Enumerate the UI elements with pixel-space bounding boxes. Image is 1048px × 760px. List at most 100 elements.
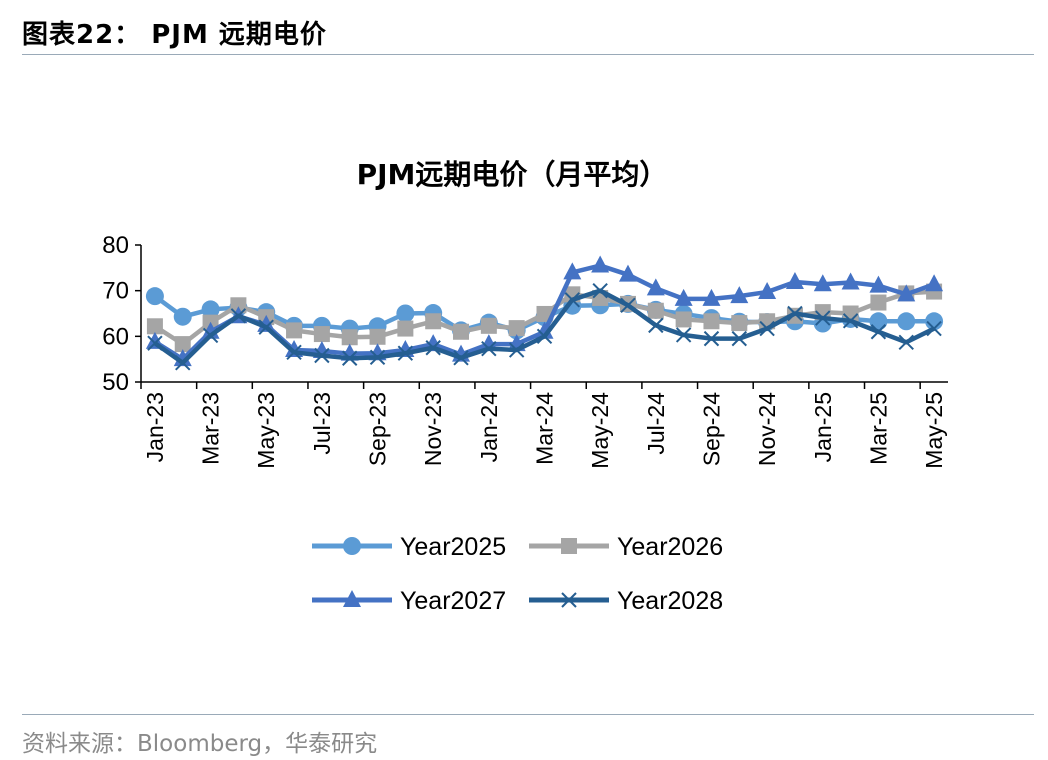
x-mark-stroke <box>842 313 859 329</box>
data-point-year2028 <box>759 320 775 337</box>
data-point-year2025 <box>145 287 164 306</box>
data-point-year2026 <box>286 322 303 339</box>
data-point-year2027 <box>674 288 693 306</box>
data-point-year2026 <box>453 323 470 340</box>
data-point-year2028 <box>453 350 469 366</box>
x-mark-stroke <box>508 342 525 358</box>
x-mark-stroke <box>425 340 441 356</box>
data-point-year2028 <box>314 347 330 364</box>
x-tick-label: Nov-24 <box>754 392 780 466</box>
legend-marker <box>561 592 577 608</box>
x-mark-stroke <box>731 330 748 347</box>
data-point-year2028 <box>870 324 887 340</box>
x-tick-label: Nov-23 <box>420 392 446 466</box>
y-tick-label: 50 <box>102 369 129 396</box>
data-point-year2028 <box>258 319 274 335</box>
data-point-year2028 <box>508 342 525 358</box>
x-tick-label: Mar-25 <box>865 392 891 465</box>
x-mark-stroke <box>703 330 720 347</box>
x-mark-stroke <box>453 350 469 366</box>
footer-rule <box>22 714 1034 715</box>
x-mark-stroke <box>898 334 914 350</box>
data-point-year2026 <box>341 329 358 346</box>
data-point-year2027 <box>535 321 554 339</box>
figure-header: 图表22： PJM 远期电价 <box>22 20 327 50</box>
data-point-year2028 <box>536 328 553 345</box>
data-point-year2028 <box>397 345 414 361</box>
x-mark-stroke <box>481 340 497 357</box>
legend-label: Year2027 <box>400 587 506 615</box>
data-point-year2025 <box>925 312 944 331</box>
chart-legend: Year2025 Year2026 Year2027 Year2028 <box>312 533 723 615</box>
legend-marker <box>343 590 361 607</box>
data-point-year2028 <box>147 335 163 351</box>
data-point-year2028 <box>425 340 441 356</box>
data-point-year2025 <box>201 300 220 319</box>
legend-label: Year2028 <box>617 587 723 615</box>
data-point-year2025 <box>897 312 916 331</box>
x-mark-stroke <box>369 349 386 366</box>
x-tick-label: Jan-23 <box>142 392 168 462</box>
data-point-year2027 <box>591 255 610 273</box>
x-tick-label: Jul-24 <box>643 392 669 455</box>
data-point-year2028 <box>286 344 302 361</box>
data-point-year2026 <box>480 317 497 334</box>
x-mark-stroke <box>620 297 636 313</box>
data-point-year2028 <box>202 327 219 344</box>
data-point-year2027 <box>702 288 721 306</box>
x-mark-stroke <box>759 320 775 337</box>
x-mark-stroke <box>564 292 581 308</box>
data-point-year2026 <box>731 315 748 332</box>
legend-label: Year2025 <box>400 533 506 561</box>
x-mark-stroke <box>926 320 942 337</box>
x-mark-stroke <box>675 327 692 343</box>
x-tick-label: Sep-24 <box>698 392 724 466</box>
data-point-year2026 <box>647 302 664 319</box>
x-mark-stroke <box>314 347 330 364</box>
data-point-year2028 <box>787 305 803 322</box>
legend-marker <box>343 537 361 555</box>
y-tick-label: 80 <box>102 232 129 259</box>
data-point-year2028 <box>564 292 581 308</box>
data-point-year2028 <box>175 355 191 371</box>
data-point-year2025 <box>869 312 888 331</box>
data-point-year2028 <box>648 317 664 334</box>
data-point-year2028 <box>592 282 608 299</box>
data-point-year2026 <box>174 336 191 353</box>
data-point-year2028 <box>703 330 720 347</box>
x-mark-stroke <box>397 345 414 361</box>
data-point-year2028 <box>898 334 914 350</box>
x-mark-stroke <box>286 344 302 361</box>
data-point-year2026 <box>508 320 525 337</box>
x-mark-stroke <box>230 308 247 324</box>
y-tick-label: 70 <box>102 278 129 305</box>
x-tick-label: Jan-24 <box>476 392 502 463</box>
data-point-year2027 <box>841 272 860 290</box>
x-tick-label: May-24 <box>587 392 613 469</box>
data-point-year2028 <box>842 313 859 329</box>
header-rule <box>22 54 1034 55</box>
data-point-year2028 <box>230 308 247 324</box>
data-point-year2026 <box>703 313 720 330</box>
data-point-year2028 <box>815 310 831 326</box>
data-point-year2026 <box>425 313 442 330</box>
data-point-year2027 <box>897 284 916 302</box>
x-mark-stroke <box>175 355 191 371</box>
legend-item-year2027: Year2027 <box>312 587 506 615</box>
chart-axes: 50 60 70 80 Jan-23 Mar-23 May-23 Jul-23 Sep-23 No… <box>102 232 948 469</box>
data-point-year2028 <box>369 349 386 366</box>
legend-item-year2026: Year2026 <box>529 533 723 561</box>
x-tick-label: Mar-24 <box>532 392 558 465</box>
data-point-year2027 <box>785 271 804 289</box>
data-point-year2028 <box>341 350 358 366</box>
data-point-year2027 <box>869 275 888 293</box>
legend-item-year2028: Year2028 <box>529 587 723 615</box>
x-mark-stroke <box>561 592 577 608</box>
x-mark-stroke <box>536 328 553 345</box>
data-point-year2026 <box>230 297 247 314</box>
x-mark-stroke <box>592 282 608 299</box>
x-tick-label: May-23 <box>253 392 279 469</box>
data-point-year2026 <box>369 328 386 345</box>
data-point-year2028 <box>481 340 497 357</box>
